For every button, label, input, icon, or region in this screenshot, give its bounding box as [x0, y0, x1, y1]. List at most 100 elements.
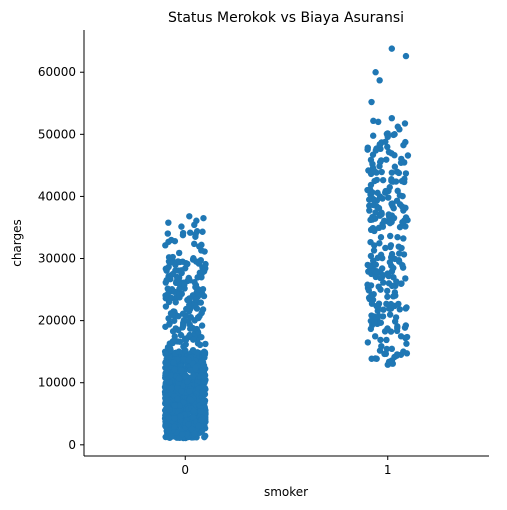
data-point: [364, 281, 371, 288]
data-point: [377, 157, 385, 164]
data-point: [384, 287, 391, 295]
data-point: [168, 384, 175, 392]
data-point: [201, 351, 209, 358]
data-point: [400, 348, 407, 355]
data-point: [404, 152, 412, 159]
data-point: [387, 305, 395, 312]
data-point: [178, 387, 185, 395]
data-point: [193, 296, 200, 303]
data-point: [384, 361, 391, 368]
data-point: [179, 229, 187, 237]
data-point: [201, 433, 208, 441]
data-point: [178, 367, 185, 374]
data-point: [192, 233, 199, 240]
data-point: [372, 261, 380, 268]
data-point: [194, 285, 202, 293]
y-axis-label: charges: [10, 219, 24, 267]
data-point: [199, 306, 207, 313]
data-point: [177, 331, 185, 339]
data-point: [198, 428, 206, 435]
data-point: [162, 323, 169, 330]
data-point: [397, 333, 405, 340]
data-point: [394, 187, 401, 195]
data-point: [164, 397, 172, 405]
data-point: [367, 181, 375, 189]
data-point: [391, 151, 398, 159]
x-tick-label: 1: [384, 463, 392, 477]
data-point: [165, 254, 173, 261]
data-point: [369, 189, 376, 196]
data-point: [371, 227, 378, 235]
data-point: [182, 312, 190, 319]
data-point: [401, 324, 409, 331]
data-point: [162, 370, 169, 377]
data-point: [180, 322, 187, 329]
data-point: [188, 425, 196, 433]
data-point: [403, 304, 410, 311]
data-point: [175, 274, 183, 281]
data-point: [377, 234, 385, 241]
data-point: [396, 250, 403, 257]
data-point: [186, 396, 194, 403]
data-point: [184, 260, 191, 268]
y-tick-label: 0: [68, 438, 76, 452]
data-point: [382, 244, 389, 252]
data-point: [198, 241, 205, 249]
data-point: [393, 278, 400, 285]
data-point: [191, 221, 198, 229]
data-point: [390, 293, 397, 300]
data-point: [377, 274, 384, 282]
data-point: [376, 77, 383, 84]
data-point: [382, 138, 389, 145]
data-point: [384, 143, 391, 151]
data-point: [374, 189, 381, 197]
data-point: [381, 217, 388, 225]
data-point: [164, 230, 172, 237]
x-axis-label: smoker: [264, 485, 308, 499]
data-point: [369, 160, 376, 168]
data-point: [182, 337, 189, 344]
data-point: [383, 336, 390, 344]
data-point: [378, 168, 385, 176]
data-point: [165, 414, 173, 422]
data-point: [373, 176, 381, 184]
data-point: [186, 388, 193, 395]
data-point: [381, 328, 389, 335]
data-point: [192, 364, 199, 372]
y-axis-ticks: 0 10000 20000 30000 40000 50000 60000: [38, 65, 84, 452]
data-point: [190, 255, 197, 262]
data-point: [365, 287, 373, 294]
data-point: [167, 372, 174, 379]
data-point: [162, 303, 170, 310]
data-point: [195, 422, 202, 429]
data-point: [175, 326, 182, 334]
data-point: [394, 123, 401, 130]
data-point: [166, 379, 173, 386]
data-point: [367, 325, 375, 333]
data-point: [368, 194, 376, 201]
data-point: [402, 52, 410, 60]
data-point: [400, 235, 407, 242]
data-point: [171, 366, 178, 373]
data-point: [365, 268, 372, 275]
y-tick-label: 20000: [38, 314, 76, 328]
data-point: [399, 262, 406, 269]
data-point: [185, 421, 193, 428]
data-point: [373, 197, 381, 204]
data-point: [394, 323, 401, 330]
data-point: [364, 144, 371, 151]
data-point: [170, 337, 178, 344]
data-point: [393, 352, 400, 359]
data-point: [373, 268, 381, 275]
data-point: [182, 347, 189, 354]
data-point: [171, 423, 178, 430]
data-point: [379, 176, 387, 184]
data-point: [378, 342, 385, 350]
data-point: [400, 141, 407, 149]
data-point: [388, 345, 396, 353]
data-point: [370, 167, 378, 174]
data-point: [377, 319, 385, 326]
data-point: [165, 427, 172, 434]
data-point: [372, 209, 379, 216]
data-point: [164, 404, 172, 412]
